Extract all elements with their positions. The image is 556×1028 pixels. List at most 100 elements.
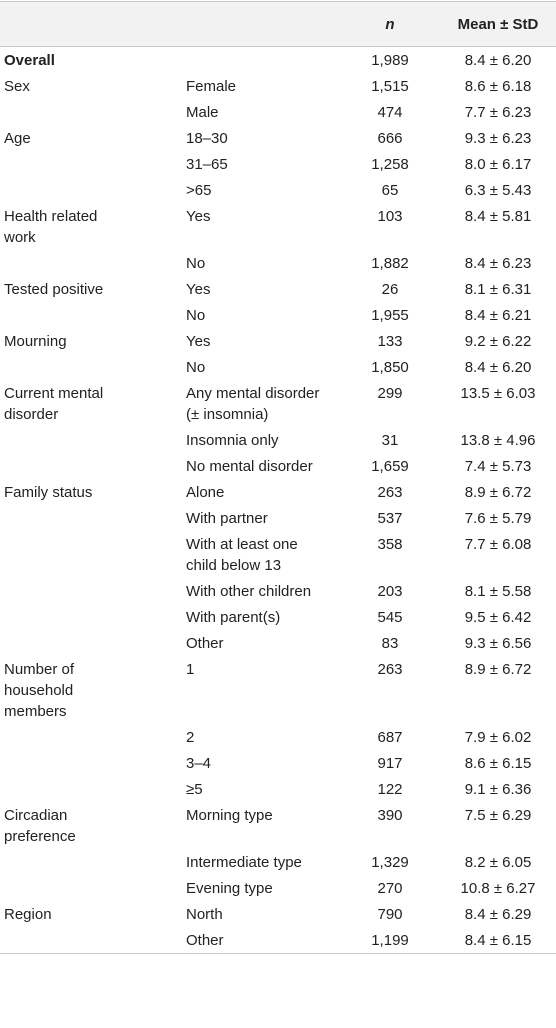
- table-row: 3–4 917 8.6 ± 6.15: [0, 750, 556, 776]
- table-cell: [0, 453, 182, 479]
- table-cell: 1,955: [371, 307, 409, 324]
- table-row: >65 65 6.3 ± 5.43: [0, 177, 556, 203]
- table-cell: Alone: [186, 484, 225, 501]
- table-cell: 8.6 ± 6.18: [464, 78, 532, 95]
- table-row: Intermediate type 1,329 8.2 ± 6.05: [0, 849, 556, 875]
- table-cell: 7.9 ± 6.02: [464, 729, 532, 746]
- table-cell: >65: [186, 182, 212, 199]
- table-cell: [0, 151, 182, 177]
- table-cell: With at least one child below 13: [186, 536, 298, 574]
- table-cell: Any mental disorder (± insomnia): [186, 385, 320, 423]
- table-cell: Region: [4, 906, 52, 923]
- table-cell: No: [186, 359, 206, 376]
- table-row: No 1,850 8.4 ± 6.20: [0, 354, 556, 380]
- table-cell: North: [186, 906, 223, 923]
- table-cell: Evening type: [186, 880, 273, 897]
- table-cell: [0, 177, 182, 203]
- table-cell: Sex: [4, 78, 30, 95]
- table-cell: Insomnia only: [186, 432, 279, 449]
- table-cell: [0, 578, 182, 604]
- table-cell: Number of household members: [4, 661, 75, 720]
- table-cell: [0, 849, 182, 875]
- table-cell: Intermediate type: [186, 854, 302, 871]
- table-cell: 790: [377, 906, 403, 923]
- table-row: Age 18–30 666 9.3 ± 6.23: [0, 125, 556, 151]
- table-cell: 103: [377, 208, 403, 225]
- table-cell: 65: [381, 182, 399, 199]
- table-cell: [0, 354, 182, 380]
- table-cell: Yes: [186, 333, 211, 350]
- table-cell: 9.3 ± 6.23: [464, 130, 532, 147]
- table-cell: Tested positive: [4, 281, 104, 298]
- table-cell: 3–4: [186, 755, 212, 772]
- table-cell: No mental disorder: [186, 458, 313, 475]
- table-cell: 8.4 ± 6.15: [464, 932, 532, 949]
- table-row: 31–65 1,258 8.0 ± 6.17: [0, 151, 556, 177]
- table-cell: 8.4 ± 6.21: [464, 307, 532, 324]
- table-cell: [0, 99, 182, 125]
- table-row: Other 1,199 8.4 ± 6.15: [0, 927, 556, 954]
- table-header: n Mean ± StD: [0, 1, 556, 47]
- table-cell: 9.2 ± 6.22: [464, 333, 532, 350]
- table-row: Region North 790 8.4 ± 6.29: [0, 901, 556, 927]
- table-cell: 8.9 ± 6.72: [464, 661, 532, 678]
- table-cell: Overall: [4, 52, 55, 69]
- table-cell: 7.5 ± 6.29: [464, 807, 532, 824]
- table-cell: With parent(s): [186, 609, 281, 626]
- table-cell: 917: [377, 755, 403, 772]
- table-cell: 8.4 ± 6.23: [464, 255, 532, 272]
- table-row: Insomnia only 31 13.8 ± 4.96: [0, 427, 556, 453]
- table-cell: 8.4 ± 6.20: [464, 359, 532, 376]
- table-cell: [0, 250, 182, 276]
- table-cell: 8.1 ± 5.58: [464, 583, 532, 600]
- table-cell: 8.0 ± 6.17: [464, 156, 532, 173]
- table-cell: 1: [186, 661, 195, 678]
- table-cell: Current mental disorder: [4, 385, 104, 423]
- table-row: No 1,955 8.4 ± 6.21: [0, 302, 556, 328]
- table-cell: 666: [377, 130, 403, 147]
- table-row: With partner 537 7.6 ± 5.79: [0, 505, 556, 531]
- table-cell: [182, 47, 340, 74]
- table-cell: 270: [377, 880, 403, 897]
- table-row: Other 83 9.3 ± 6.56: [0, 630, 556, 656]
- table-cell: [0, 630, 182, 656]
- table-cell: 9.5 ± 6.42: [464, 609, 532, 626]
- table-cell: 8.4 ± 6.20: [464, 52, 532, 69]
- table-cell: 1,989: [371, 52, 409, 69]
- table-cell: 358: [377, 536, 403, 553]
- table-cell: ≥5: [186, 781, 203, 798]
- table-cell: 2: [186, 729, 195, 746]
- table-cell: [0, 750, 182, 776]
- table-cell: 474: [377, 104, 403, 121]
- table-cell: 7.6 ± 5.79: [464, 510, 532, 527]
- table-row: Evening type 270 10.8 ± 6.27: [0, 875, 556, 901]
- table-row: With parent(s) 545 9.5 ± 6.42: [0, 604, 556, 630]
- table-cell: Other: [186, 932, 224, 949]
- table-cell: Other: [186, 635, 224, 652]
- table-cell: 83: [381, 635, 399, 652]
- table-row: With at least one child below 13 358 7.7 ±…: [0, 531, 556, 578]
- table-cell: [0, 776, 182, 802]
- table-cell: 31–65: [186, 156, 228, 173]
- table-cell: With partner: [186, 510, 268, 527]
- table-cell: 9.1 ± 6.36: [464, 781, 532, 798]
- table-cell: [0, 505, 182, 531]
- header-cell: [182, 2, 340, 47]
- table-cell: 18–30: [186, 130, 228, 147]
- table-cell: [0, 302, 182, 328]
- table-cell: 122: [377, 781, 403, 798]
- table-cell: 299: [377, 385, 403, 402]
- table-row: No mental disorder 1,659 7.4 ± 5.73: [0, 453, 556, 479]
- table-cell: With other children: [186, 583, 312, 600]
- header-cell: Mean ± StD: [457, 16, 539, 33]
- table-cell: [0, 724, 182, 750]
- table-cell: [0, 875, 182, 901]
- table-cell: 203: [377, 583, 403, 600]
- table-row: Circadian preference Morning type 390 7.5 ±…: [0, 802, 556, 849]
- table-cell: 545: [377, 609, 403, 626]
- header-cell: [0, 2, 182, 47]
- table-cell: 263: [377, 484, 403, 501]
- table-cell: [0, 427, 182, 453]
- table-row: Family status Alone 263 8.9 ± 6.72: [0, 479, 556, 505]
